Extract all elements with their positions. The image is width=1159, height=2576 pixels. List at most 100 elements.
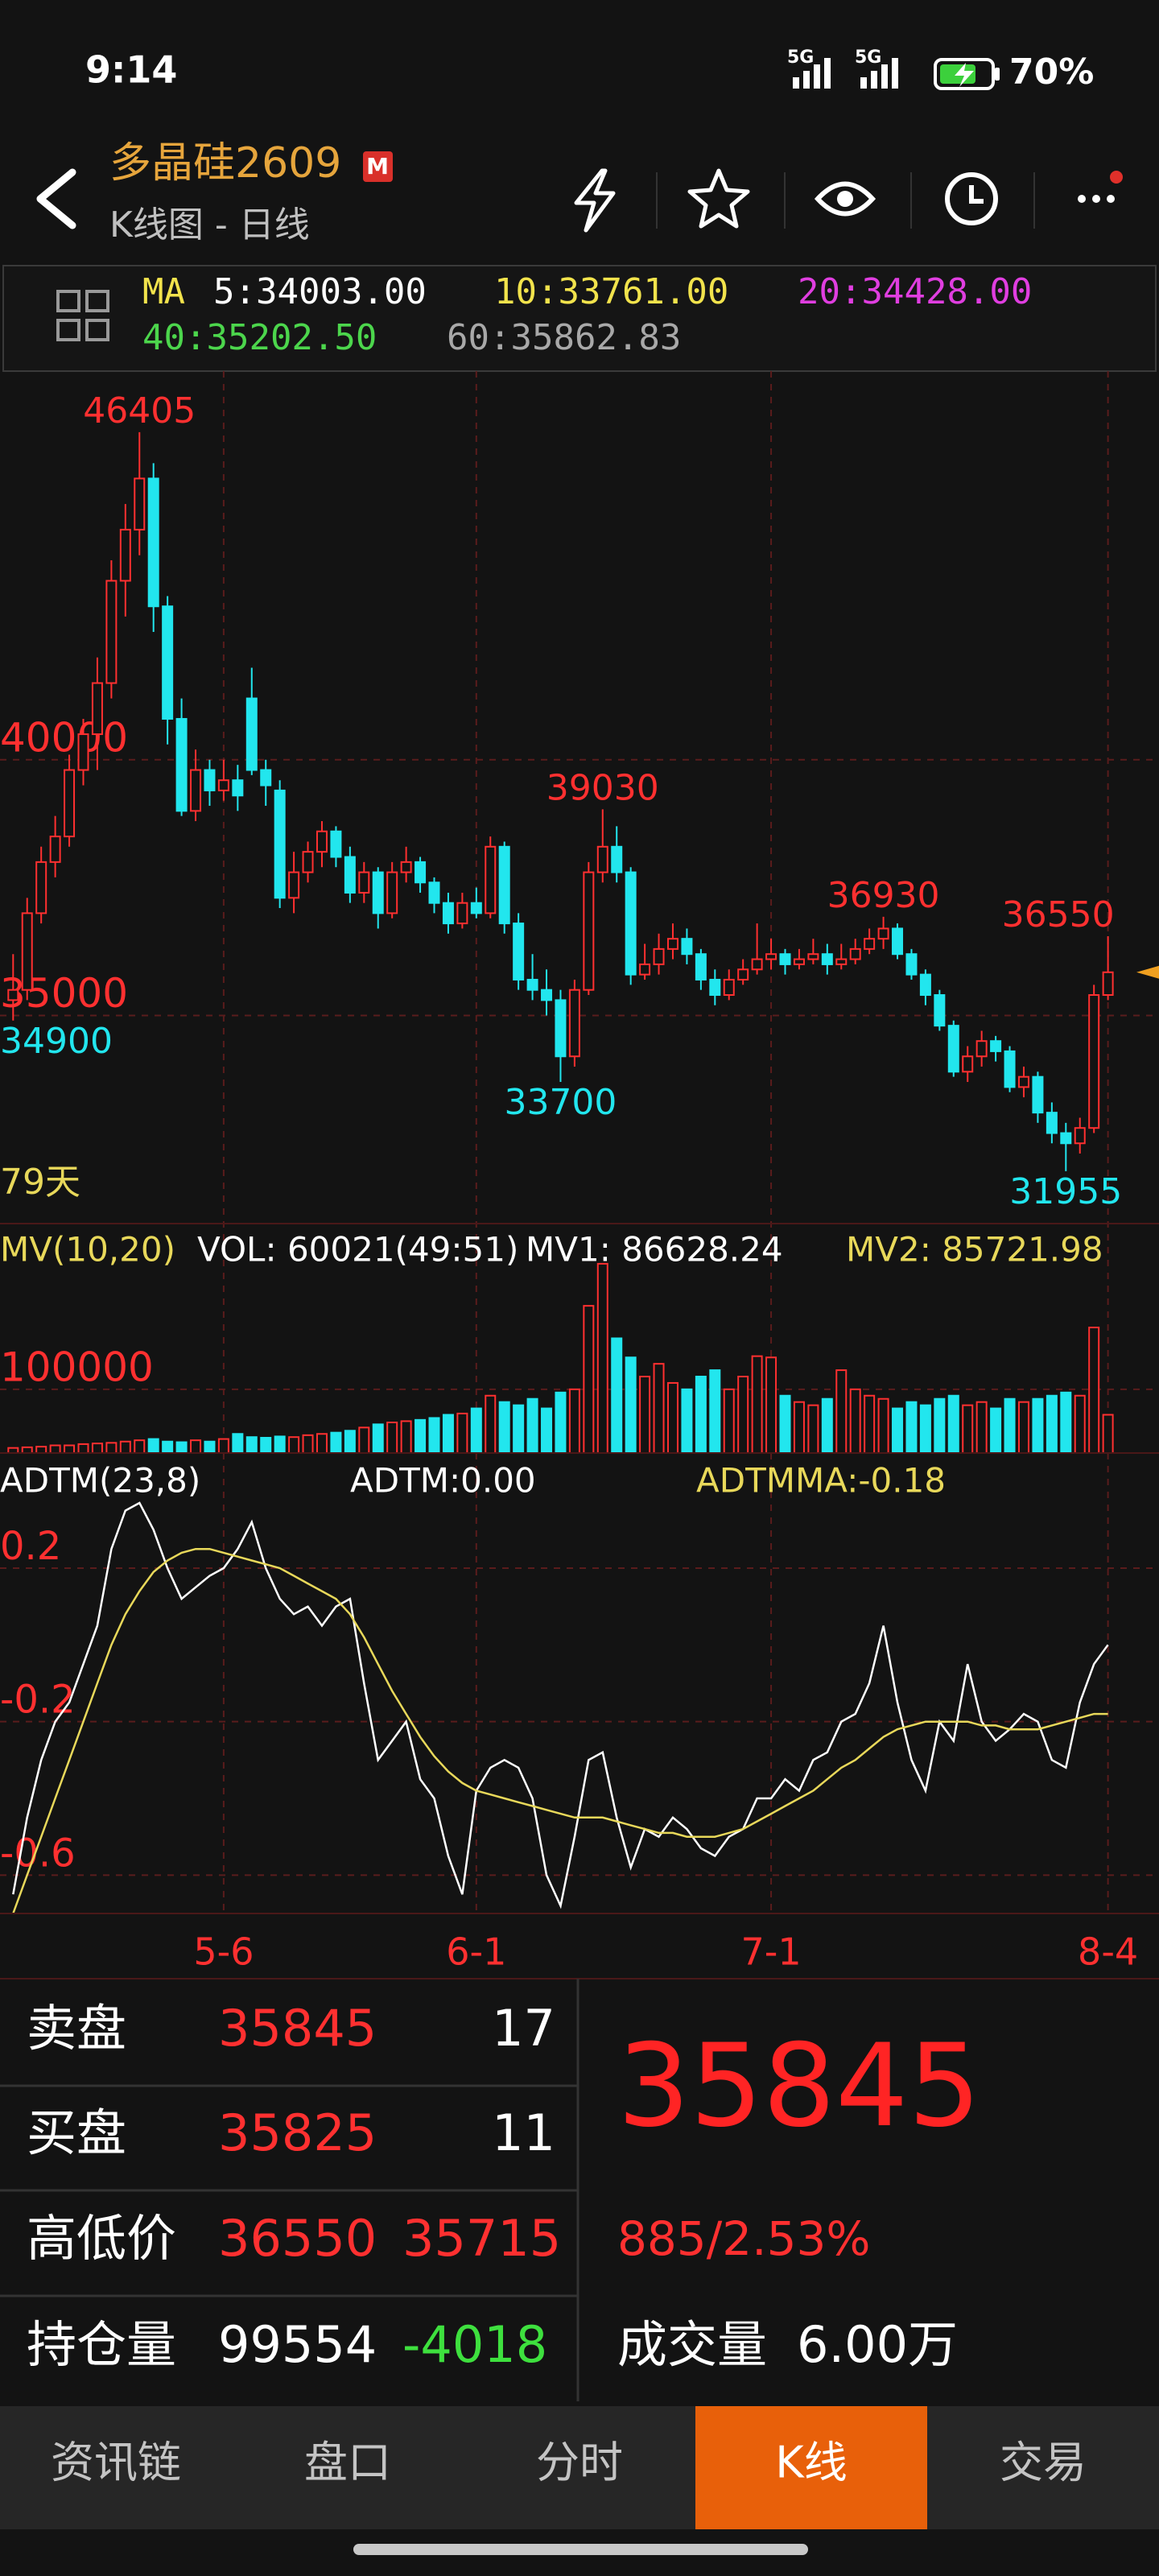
favorite-button[interactable] (687, 168, 750, 229)
volume-bar (625, 1356, 637, 1454)
volume-bar (905, 1401, 918, 1454)
candle-body (1060, 1132, 1072, 1145)
volume-bar (737, 1376, 749, 1454)
indicator-menu-icon[interactable] (56, 290, 109, 341)
candle-body (653, 947, 665, 965)
candle-body (639, 963, 651, 976)
volume-bar (498, 1401, 510, 1454)
candle-body (288, 871, 300, 899)
tab[interactable]: 盘口 (304, 2438, 391, 2488)
tab[interactable]: K线 (775, 2438, 847, 2488)
volume-bar (274, 1435, 286, 1454)
volume-bar (919, 1404, 931, 1454)
candle-body (1088, 994, 1100, 1129)
ma10: 10:33761.00 (494, 271, 728, 312)
volume-bar (653, 1363, 665, 1454)
candle-body (217, 779, 229, 791)
quote-price: 35825 (218, 2103, 377, 2162)
candle-body (821, 953, 833, 965)
candle-body (625, 871, 637, 976)
volume-bar (821, 1397, 833, 1455)
history-button[interactable] (945, 172, 998, 225)
candle-body (442, 902, 454, 925)
volume-bar (835, 1369, 848, 1455)
mv2-value: MV2: 85721.98 (846, 1230, 1103, 1269)
candle-body (807, 953, 819, 960)
volume-bar (1032, 1397, 1044, 1455)
tab[interactable]: 交易 (1000, 2438, 1087, 2488)
flash-button[interactable] (574, 168, 616, 233)
volume-bar (470, 1407, 482, 1455)
volume-bar (21, 1446, 33, 1454)
candle-body (849, 947, 861, 960)
candle-body (1017, 1075, 1029, 1088)
contract-title: 多晶硅2609 (109, 139, 341, 188)
panel-borders (0, 1223, 1159, 1979)
volume-bar (793, 1401, 805, 1454)
candle-body (386, 871, 398, 914)
candle-body (400, 861, 412, 873)
high-label: 39030 (547, 767, 659, 808)
candle-body (470, 902, 482, 914)
volume-bar (217, 1438, 229, 1455)
volume-bar (162, 1440, 174, 1454)
volume-bar (400, 1420, 412, 1454)
volume-bar (1017, 1401, 1029, 1454)
y-tick-label: 0.2 (0, 1524, 61, 1569)
tab[interactable]: 分时 (536, 2438, 623, 2488)
candle-body (513, 923, 525, 980)
quote-label: 高低价 (27, 2209, 176, 2268)
volume-bar (526, 1397, 538, 1455)
y-tick-label: 35000 (0, 970, 128, 1017)
tab[interactable]: 资讯链 (51, 2438, 181, 2488)
volume-bar (91, 1443, 103, 1454)
volume-total: 6.00万 (797, 2315, 958, 2374)
volume-bar (695, 1376, 707, 1454)
ma20: 20:34428.00 (798, 271, 1032, 312)
quote-value: 11 (492, 2103, 555, 2162)
candle-body (583, 871, 595, 991)
candle-body (737, 968, 749, 980)
candle-body (456, 902, 468, 925)
candle-body (21, 912, 33, 991)
volume-bar (568, 1388, 580, 1455)
candle-body (990, 1040, 1002, 1052)
candle-body (1074, 1127, 1086, 1145)
candle-body (134, 477, 146, 530)
candle-body (765, 953, 777, 960)
candle-body (779, 953, 791, 965)
candle-body (204, 769, 216, 791)
candle-body (147, 477, 159, 608)
volume-bar (485, 1394, 497, 1454)
candle-body (49, 836, 61, 863)
watch-button[interactable] (814, 181, 876, 217)
more-button[interactable] (1078, 171, 1123, 203)
candle-body (596, 845, 608, 873)
candle-body (919, 973, 931, 997)
subtitle: K线图 - 日线 (109, 204, 310, 246)
candle-body (962, 1055, 974, 1073)
price-pointer (1136, 965, 1159, 979)
candle-body (245, 697, 258, 771)
volume-bar (302, 1434, 314, 1455)
candle-body (905, 953, 918, 976)
volume-bar (892, 1407, 904, 1455)
quote-value: 99554 (218, 2315, 377, 2374)
candle-body (485, 845, 497, 914)
network-type: 5G (855, 47, 881, 68)
quote-label: 买盘 (27, 2103, 126, 2162)
volume-bar (596, 1262, 608, 1454)
volume-bar (555, 1391, 567, 1454)
volume-bar (330, 1431, 342, 1454)
tab-active-bg (695, 2406, 927, 2529)
candle-body (316, 830, 328, 853)
volume-bar (849, 1388, 861, 1455)
volume-bar (204, 1440, 216, 1454)
volume-bar (709, 1369, 721, 1455)
back-button[interactable] (36, 168, 76, 229)
adtm-value: ADTM:0.00 (350, 1461, 536, 1501)
volume-label: 成交量 (617, 2315, 767, 2374)
candle-body (947, 1025, 959, 1073)
volume-bar (415, 1418, 427, 1455)
candle-body (35, 861, 47, 914)
